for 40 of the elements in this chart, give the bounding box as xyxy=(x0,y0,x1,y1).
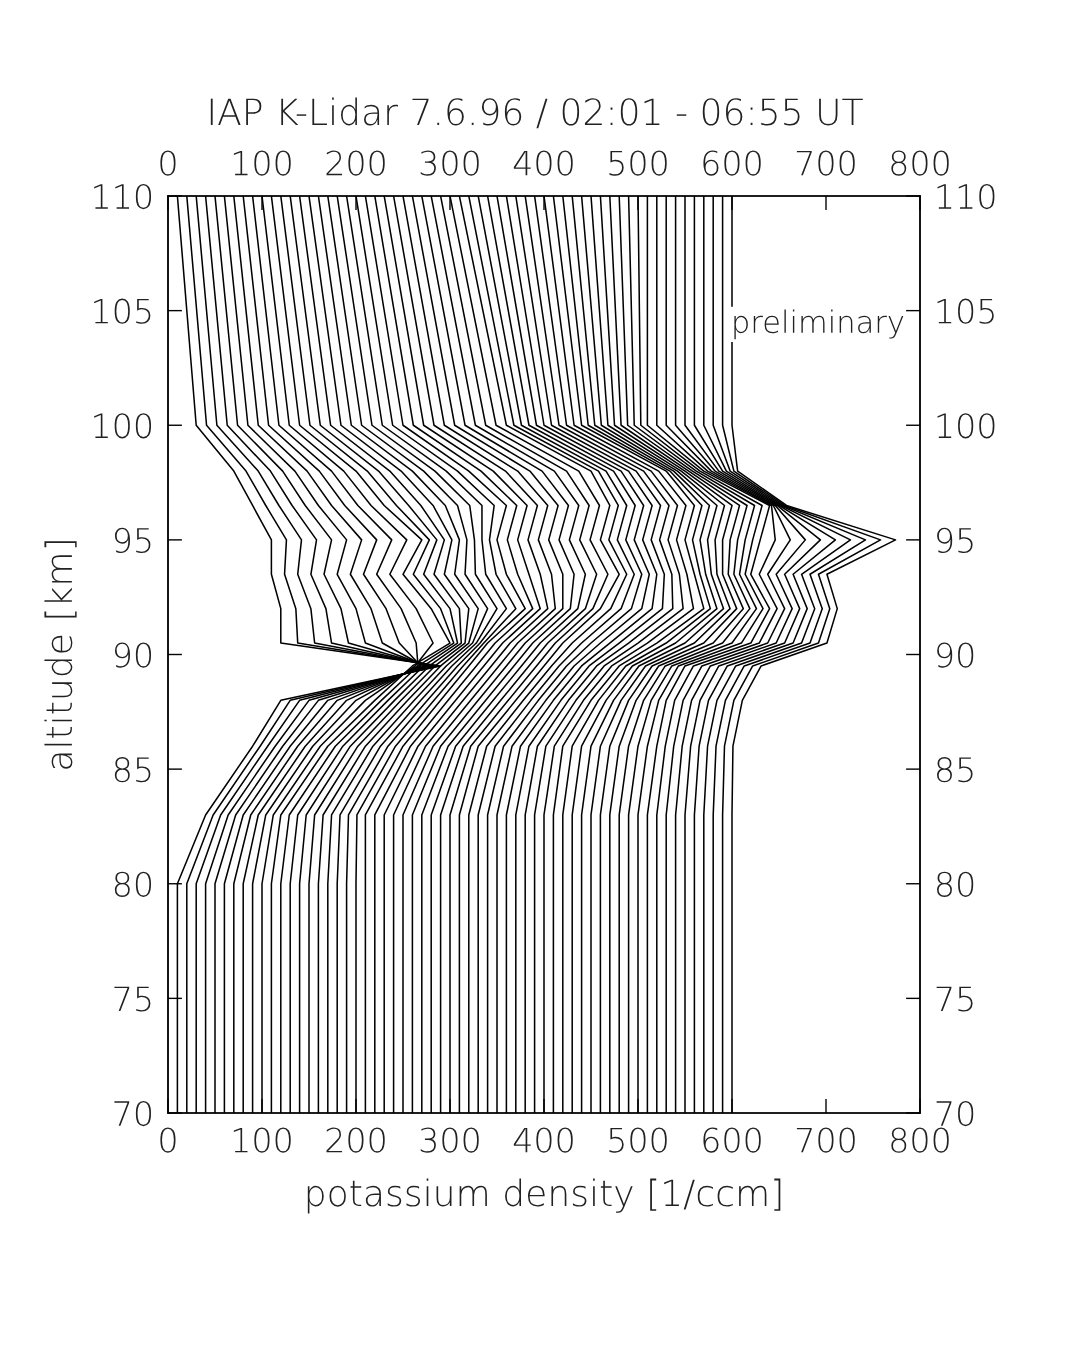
x-tick-label: 600 xyxy=(703,1127,761,1153)
x2-tick-label: 0 xyxy=(160,150,176,176)
y-tick-label: 105 xyxy=(94,298,151,324)
x2-tick-label: 200 xyxy=(326,150,385,176)
x2-tick-label: 100 xyxy=(233,150,291,176)
x-axis-title: potassium density [1/ccm] xyxy=(307,1178,781,1214)
x-tick-label: 400 xyxy=(513,1127,573,1153)
x-tick-label: 300 xyxy=(420,1127,479,1153)
x-tick-label: 500 xyxy=(609,1127,667,1153)
y2-tick-label: 100 xyxy=(937,413,995,439)
y-axis-title: altitude [km] xyxy=(44,541,77,769)
x2-tick-label: 500 xyxy=(609,150,667,176)
annotation: preliminary xyxy=(734,309,904,340)
x-tick-label: 100 xyxy=(233,1127,291,1153)
y-tick-label: 90 xyxy=(114,642,152,668)
y2-tick-label: 80 xyxy=(937,871,974,897)
y-tick-label: 85 xyxy=(114,757,151,783)
x2-tick-label: 600 xyxy=(703,150,761,176)
chart-title: IAP K-Lidar 7.6.96 / 02:01 - 06:55 UT xyxy=(210,97,863,129)
y2-tick-label: 105 xyxy=(937,298,994,324)
y2-tick-label: 95 xyxy=(937,527,973,554)
y2-tick-label: 90 xyxy=(937,642,974,668)
y-tick-label: 80 xyxy=(114,871,152,897)
y2-tick-label: 110 xyxy=(937,183,995,210)
y-tick-label: 75 xyxy=(114,986,151,1012)
x-tick-label: 700 xyxy=(796,1127,855,1153)
x2-tick-label: 700 xyxy=(796,150,855,176)
y2-tick-label: 85 xyxy=(937,757,973,783)
y-tick-label: 100 xyxy=(94,413,152,439)
x2-tick-label: 400 xyxy=(513,150,573,176)
x-tick-label: 800 xyxy=(891,1127,949,1153)
y-tick-label: 70 xyxy=(114,1100,152,1127)
x-tick-label: 0 xyxy=(160,1127,176,1153)
x-tick-label: 200 xyxy=(326,1127,385,1153)
y-tick-label: 110 xyxy=(94,183,152,210)
y2-tick-label: 75 xyxy=(936,986,973,1012)
y2-tick-label: 70 xyxy=(936,1100,974,1127)
x2-tick-label: 800 xyxy=(891,150,949,176)
y-tick-label: 95 xyxy=(114,527,151,554)
x2-tick-label: 300 xyxy=(420,150,479,176)
